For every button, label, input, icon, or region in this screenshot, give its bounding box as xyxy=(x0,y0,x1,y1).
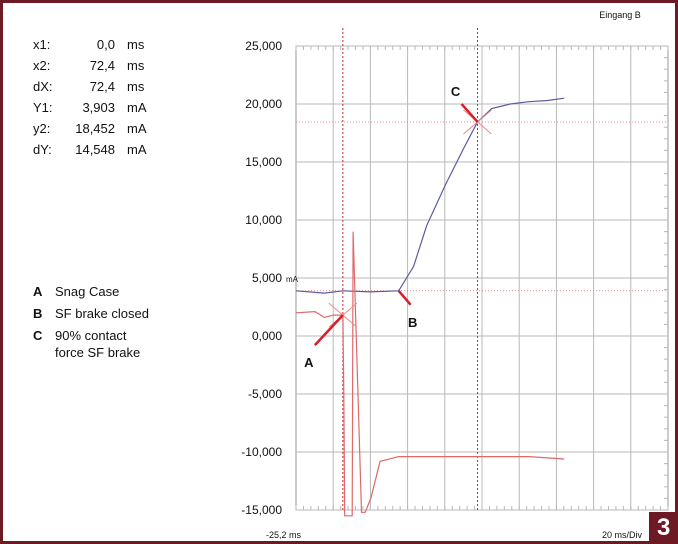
readout-unit: mA xyxy=(127,142,147,157)
readout-name: dX: xyxy=(33,79,53,94)
y-tick-label: 5,000 xyxy=(252,271,282,285)
x-start-label: -25,2 ms xyxy=(266,530,302,540)
readout-value: 14,548 xyxy=(75,142,115,157)
channel-label: Eingang B xyxy=(599,10,641,20)
y-tick-label: -10,000 xyxy=(241,445,282,459)
annotation-label: A xyxy=(304,355,314,370)
readout-unit: ms xyxy=(127,79,145,94)
annotation-label: C xyxy=(451,84,461,99)
y-tick-label: 15,000 xyxy=(245,155,282,169)
readout-value: 72,4 xyxy=(89,79,115,94)
legend-letter: A xyxy=(33,284,43,299)
readout-row: Y1: 3,903 mA xyxy=(33,97,147,118)
readout-unit: ms xyxy=(127,37,145,52)
readout-name: dY: xyxy=(33,142,52,157)
readout-unit: ms xyxy=(127,58,145,73)
readout-row: dY: 14,548 mA xyxy=(33,139,147,160)
readout-name: Y1: xyxy=(33,100,53,115)
legend-letter: C xyxy=(33,328,43,343)
y-tick-label: 20,000 xyxy=(245,97,282,111)
readout-row: x1: 0,0 ms xyxy=(33,34,147,55)
readout-value: 0,0 xyxy=(96,37,115,52)
series-line-red xyxy=(295,231,565,517)
cursor-readout-panel: x1: 0,0 ms x2: 72,4 ms dX: 72,4 ms Y1: 3,903 mA y2: 1… xyxy=(33,34,147,160)
readout-name: x1: xyxy=(33,37,51,52)
legend-item: A Snag Case xyxy=(33,283,155,300)
y-tick-label: 25,000 xyxy=(245,39,282,53)
legend-text: Snag Case xyxy=(55,284,120,299)
legend-text: SF brake closed xyxy=(55,306,149,321)
readout-value: 18,452 xyxy=(75,121,115,136)
annotation-label: B xyxy=(408,315,417,330)
legend-text: 90% contact force SF brake xyxy=(55,328,141,360)
readout-unit: mA xyxy=(127,100,147,115)
legend-item: B SF brake closed xyxy=(33,305,155,322)
readout-value: 72,4 xyxy=(89,58,115,73)
y-tick-label: -5,000 xyxy=(248,387,282,401)
readout-row: y2: 18,452 mA xyxy=(33,118,147,139)
annotation-pointer xyxy=(460,103,479,123)
page-number-badge: 3 xyxy=(649,512,678,544)
annotation-pointer xyxy=(397,289,412,306)
series-line-blue xyxy=(295,97,565,294)
y-tick-label: -15,000 xyxy=(241,503,282,517)
readout-row: dX: 72,4 ms xyxy=(33,76,147,97)
legend-letter: B xyxy=(33,306,43,321)
readout-name: x2: xyxy=(33,58,51,73)
readout-row: x2: 72,4 ms xyxy=(33,55,147,76)
y-tick-label: 0,000 xyxy=(252,329,282,343)
readout-unit: mA xyxy=(127,121,147,136)
annotation-legend: A Snag Case B SF brake closed C 90% contact f… xyxy=(33,283,155,366)
readout-name: y2: xyxy=(33,121,51,136)
unit-label: mA xyxy=(286,275,299,284)
readout-value: 3,903 xyxy=(82,100,115,115)
y-tick-label: 10,000 xyxy=(245,213,282,227)
annotation-pointer xyxy=(313,314,344,346)
legend-item: C 90% contact force SF brake xyxy=(33,327,155,361)
x-scale-label: 20 ms/Div xyxy=(602,530,643,540)
